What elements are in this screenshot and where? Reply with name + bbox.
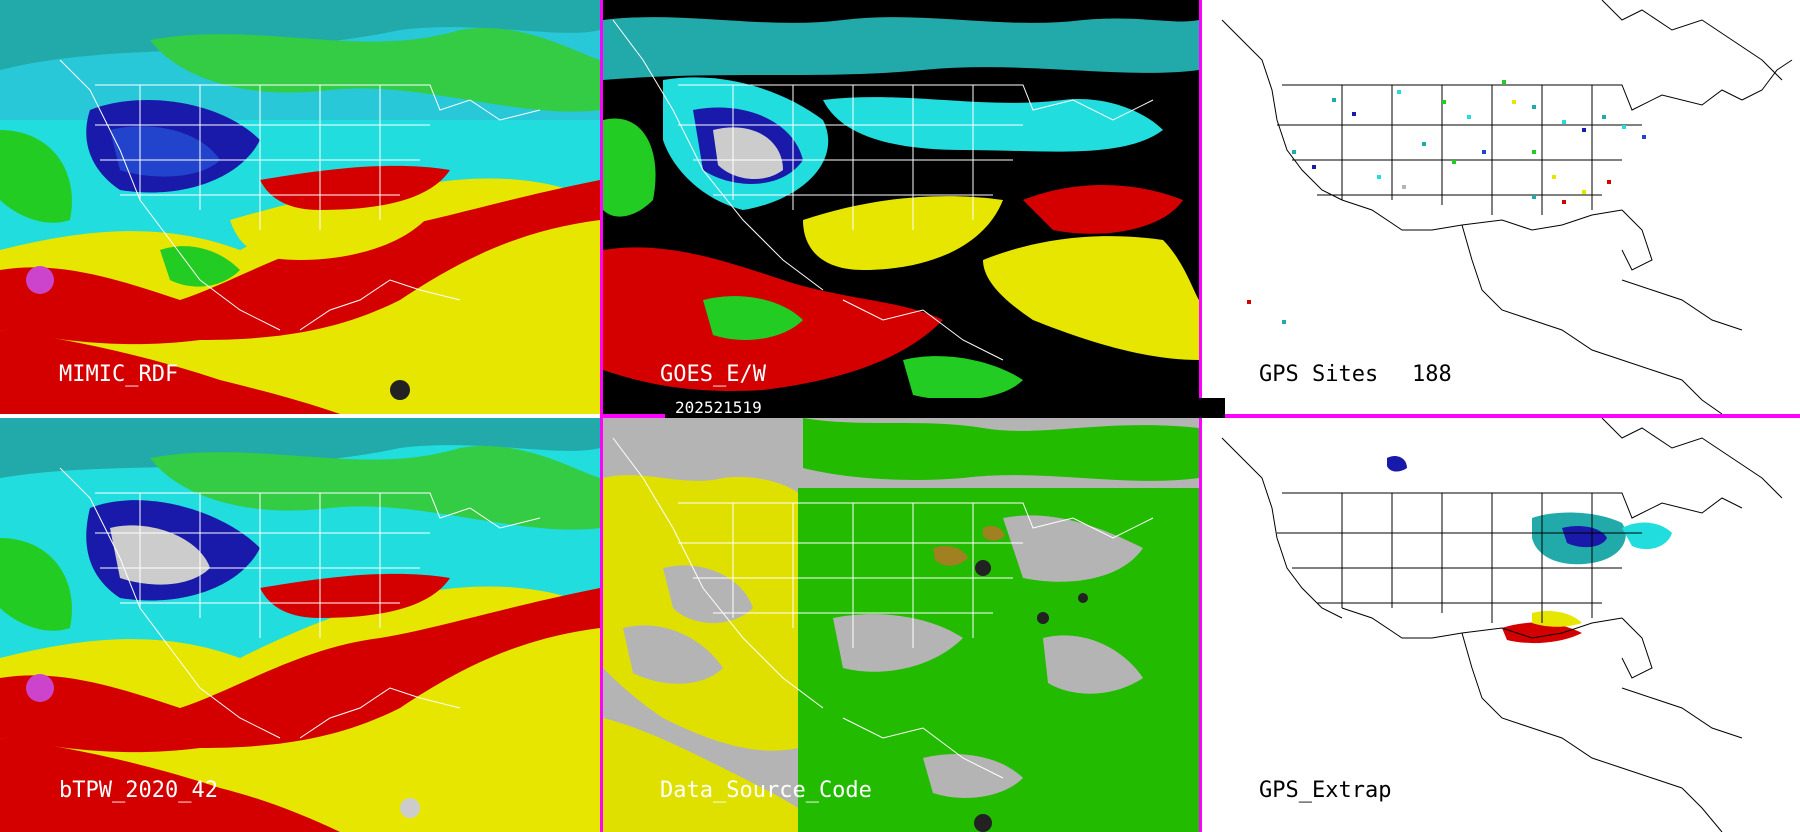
gps-sites-count: 188 <box>1412 362 1452 387</box>
panel-label-goes: GOES_E/W <box>660 362 766 387</box>
data-source-map <box>603 418 1199 832</box>
tpw-map-goes <box>603 0 1199 414</box>
panel-goes: GOES_E/W <box>603 0 1199 414</box>
panel-label-gps-extrap: GPS_Extrap <box>1259 778 1392 803</box>
panel-label-data-source-code: Data_Source_Code <box>660 778 872 803</box>
panel-gps-extrap: GPS_Extrap <box>1202 418 1800 832</box>
panel-label-btpw: bTPW_2020_42 <box>59 778 218 803</box>
panel-label-gps-sites: GPS Sites <box>1259 362 1379 387</box>
tpw-map-btpw <box>0 418 600 832</box>
panel-label-mimic: MIMIC_RDF <box>59 362 179 387</box>
gps-extrap-map <box>1221 418 1783 832</box>
gps-sites-map <box>1221 0 1793 414</box>
panel-gps-sites: GPS Sites 188 <box>1202 0 1800 414</box>
gps-site-markers <box>1247 80 1646 324</box>
tpw-map-mimic <box>0 0 600 414</box>
panel-mimic-rdf: MIMIC_RDF <box>0 0 600 414</box>
timestamp-bar: 202521519 <box>665 398 1225 418</box>
panel-data-source-code: Data_Source_Code <box>603 418 1199 832</box>
panel-btpw: bTPW_2020_42 <box>0 418 600 832</box>
